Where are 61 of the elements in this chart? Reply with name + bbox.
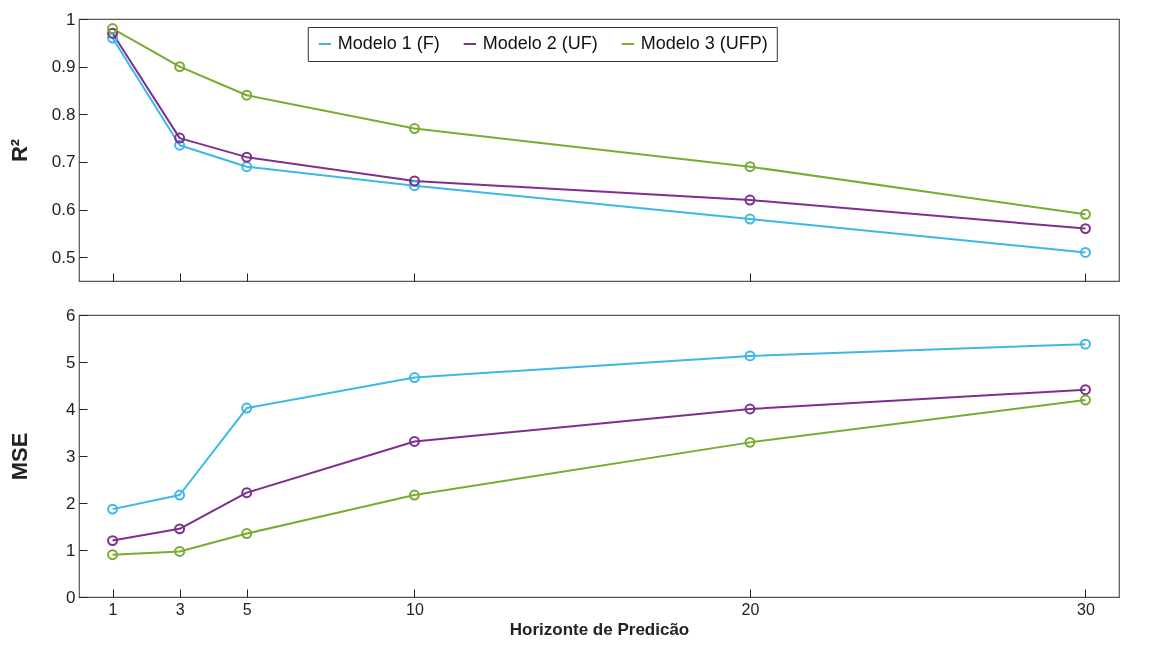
- y-tick-label: 1: [66, 540, 76, 560]
- point: [744, 161, 756, 173]
- y-tick-label: 0.9: [51, 57, 76, 77]
- y-tick-label: 1: [66, 9, 76, 29]
- point: [744, 403, 756, 415]
- x-tick-label: 30: [1077, 600, 1095, 618]
- point: [174, 545, 186, 557]
- point: [744, 213, 756, 225]
- point: [174, 489, 186, 501]
- point: [241, 151, 253, 163]
- legend-label: Modelo 1 (F): [337, 33, 440, 53]
- point: [1079, 394, 1091, 406]
- point: [409, 175, 420, 187]
- point: [1079, 208, 1091, 220]
- point: [241, 528, 253, 540]
- x-tick-label: 3: [175, 600, 185, 618]
- point: [107, 32, 119, 44]
- point: [107, 23, 119, 34]
- x-axis-title: Horizonte de Predicão: [509, 619, 690, 639]
- y-tick-label: 0.5: [51, 247, 76, 267]
- x-tick-label: 1: [108, 600, 118, 618]
- point: [1079, 338, 1091, 350]
- point: [241, 89, 253, 101]
- y-tick-label: 5: [66, 352, 76, 372]
- y-tick-label: 4: [66, 399, 76, 419]
- y-tick-label: 0.8: [51, 104, 76, 124]
- point: [409, 180, 420, 192]
- y-axis-title: MSE: [6, 432, 32, 481]
- y-tick-label: 2: [66, 493, 76, 513]
- point: [241, 402, 253, 414]
- point: [174, 523, 186, 535]
- point: [744, 194, 756, 206]
- point: [409, 372, 420, 383]
- point: [409, 123, 420, 135]
- point: [744, 350, 756, 362]
- legend-label: Modelo 2 (UF): [482, 33, 598, 53]
- point: [107, 27, 119, 39]
- x-tick-label: 10: [406, 600, 424, 618]
- point: [174, 61, 186, 73]
- legend-label: Modelo 3 (UFP): [640, 33, 768, 53]
- point: [409, 435, 420, 447]
- x-tick-label: 20: [741, 600, 760, 618]
- point: [1079, 246, 1091, 258]
- point: [174, 139, 186, 151]
- y-tick-label: 3: [66, 446, 76, 466]
- point: [1079, 223, 1091, 235]
- point: [241, 161, 253, 173]
- y-tick-label: 6: [66, 305, 76, 325]
- y-tick-label: 0.7: [51, 152, 76, 172]
- point: [107, 549, 119, 561]
- point: [241, 487, 253, 499]
- point: [107, 535, 119, 547]
- x-tick-label: 5: [242, 600, 252, 618]
- point: [174, 132, 186, 144]
- y-axis-title: R²: [6, 138, 32, 163]
- point: [107, 503, 119, 515]
- y-tick-label: 0.6: [51, 200, 76, 220]
- y-tick-label: 0: [66, 587, 76, 607]
- point: [744, 436, 756, 448]
- point: [409, 489, 420, 501]
- point: [1079, 384, 1091, 396]
